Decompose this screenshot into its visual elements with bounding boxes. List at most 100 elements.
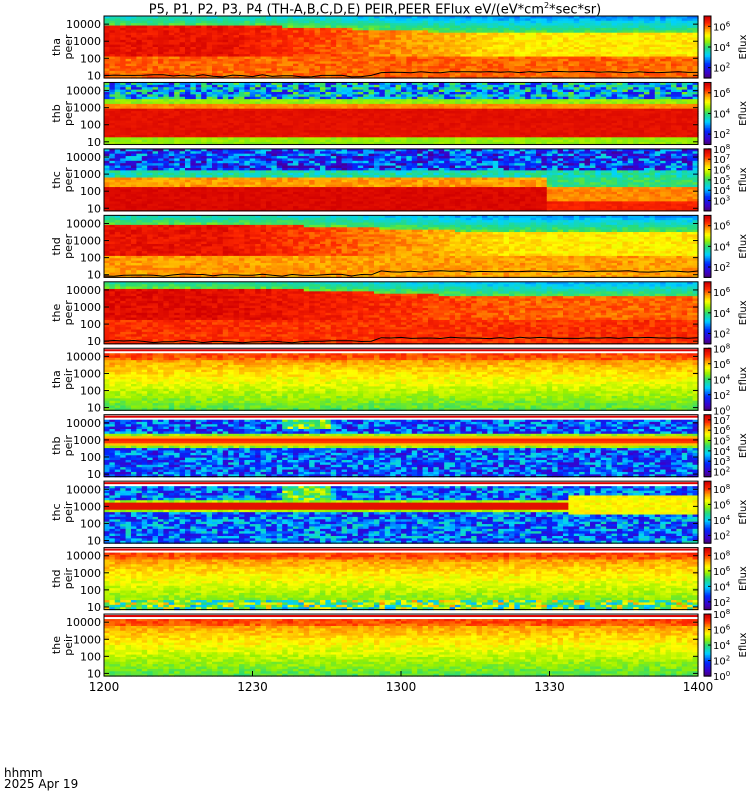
heatmap-cell [514, 16, 521, 19]
heatmap-cell [692, 68, 699, 72]
heatmap-cell [438, 56, 445, 60]
heatmap-cell [147, 18, 154, 22]
heatmap-cell [287, 47, 294, 50]
heatmap-cell [363, 39, 370, 43]
heatmap-cell [606, 37, 613, 41]
heatmap-cell [120, 25, 127, 29]
heatmap-cell [374, 39, 380, 43]
heatmap-cell [368, 27, 375, 31]
heatmap-cell [163, 66, 170, 70]
heatmap-cell [174, 27, 181, 31]
heatmap-cell [552, 16, 559, 19]
heatmap-cell [654, 51, 661, 55]
heatmap-cell [141, 84, 148, 88]
heatmap-cell [390, 16, 397, 19]
heatmap-cell [681, 39, 688, 43]
heatmap-cell [622, 68, 629, 72]
heatmap-cell [471, 73, 478, 77]
heatmap-cell [444, 39, 451, 43]
heatmap-cell [190, 47, 197, 50]
heatmap-cell [136, 61, 143, 65]
heatmap-cell [114, 32, 121, 36]
heatmap-cell [152, 120, 159, 124]
heatmap-cell [266, 70, 272, 74]
heatmap-cell [330, 23, 337, 27]
heatmap-cell [293, 25, 299, 29]
heatmap-cell [374, 51, 380, 55]
heatmap-cell [293, 73, 299, 77]
heatmap-cell [125, 118, 132, 122]
heatmap-cell [163, 137, 170, 141]
heatmap-cell [125, 16, 132, 19]
heatmap-cell [163, 25, 170, 29]
heatmap-cell [638, 66, 645, 70]
heatmap-cell [131, 66, 137, 70]
heatmap-cell [617, 25, 623, 29]
heatmap-cell [168, 134, 175, 138]
heatmap-cell [174, 63, 181, 67]
heatmap-cell [649, 18, 656, 22]
heatmap-cell [341, 75, 348, 79]
heatmap-cell [212, 32, 218, 36]
heatmap-cell [422, 47, 429, 50]
heatmap-cell [660, 30, 667, 34]
heatmap-cell [136, 130, 143, 134]
heatmap-cell [179, 96, 186, 100]
heatmap-cell [627, 54, 634, 58]
heatmap-cell [390, 51, 397, 55]
heatmap-cell [330, 25, 337, 29]
heatmap-cell [347, 20, 353, 24]
heatmap-cell [411, 44, 418, 48]
heatmap-cell [390, 30, 397, 34]
heatmap-cell [158, 18, 164, 22]
heatmap-cell [104, 49, 110, 53]
heatmap-cell [341, 54, 348, 58]
heatmap-cell [638, 58, 645, 62]
heatmap-cell [573, 70, 580, 74]
heatmap-cell [654, 23, 661, 27]
heatmap-cell [681, 58, 688, 62]
heatmap-cell [665, 66, 672, 70]
heatmap-cell [222, 51, 229, 55]
heatmap-cell [401, 35, 407, 39]
heatmap-cell [179, 137, 186, 141]
heatmap-cell [568, 49, 575, 53]
heatmap-cell [687, 27, 694, 31]
heatmap-cell [617, 18, 623, 22]
heatmap-cell [406, 49, 413, 53]
heatmap-cell [179, 82, 186, 86]
heatmap-cell [530, 25, 537, 29]
colorbar-cell [704, 22, 711, 25]
heatmap-cell [325, 18, 332, 22]
heatmap-cell [665, 49, 672, 53]
heatmap-cell [525, 75, 532, 79]
heatmap-cell [217, 23, 224, 27]
heatmap-cell [455, 51, 461, 55]
heatmap-cell [168, 89, 175, 93]
heatmap-cell [174, 103, 181, 107]
heatmap-cell [665, 58, 672, 62]
heatmap-cell [174, 61, 181, 65]
heatmap-cell [228, 42, 235, 46]
heatmap-cell [260, 23, 267, 27]
heatmap-cell [444, 44, 451, 48]
heatmap-cell [347, 61, 353, 65]
heatmap-cell [330, 54, 337, 58]
heatmap-cell [179, 37, 186, 41]
heatmap-cell [114, 56, 121, 60]
heatmap-cell [649, 49, 656, 53]
heatmap-cell [627, 63, 634, 67]
colorbar-cell [704, 48, 711, 51]
heatmap-cell [147, 130, 154, 134]
heatmap-cell [158, 130, 164, 134]
heatmap-cell [390, 42, 397, 46]
heatmap-cell [168, 44, 175, 48]
heatmap-cell [665, 20, 672, 24]
heatmap-cell [325, 56, 332, 60]
heatmap-cell [325, 35, 332, 39]
heatmap-cell [239, 39, 245, 43]
heatmap-cell [417, 70, 424, 74]
heatmap-cell [190, 51, 197, 55]
heatmap-cell [168, 73, 175, 77]
heatmap-cell [546, 27, 553, 31]
